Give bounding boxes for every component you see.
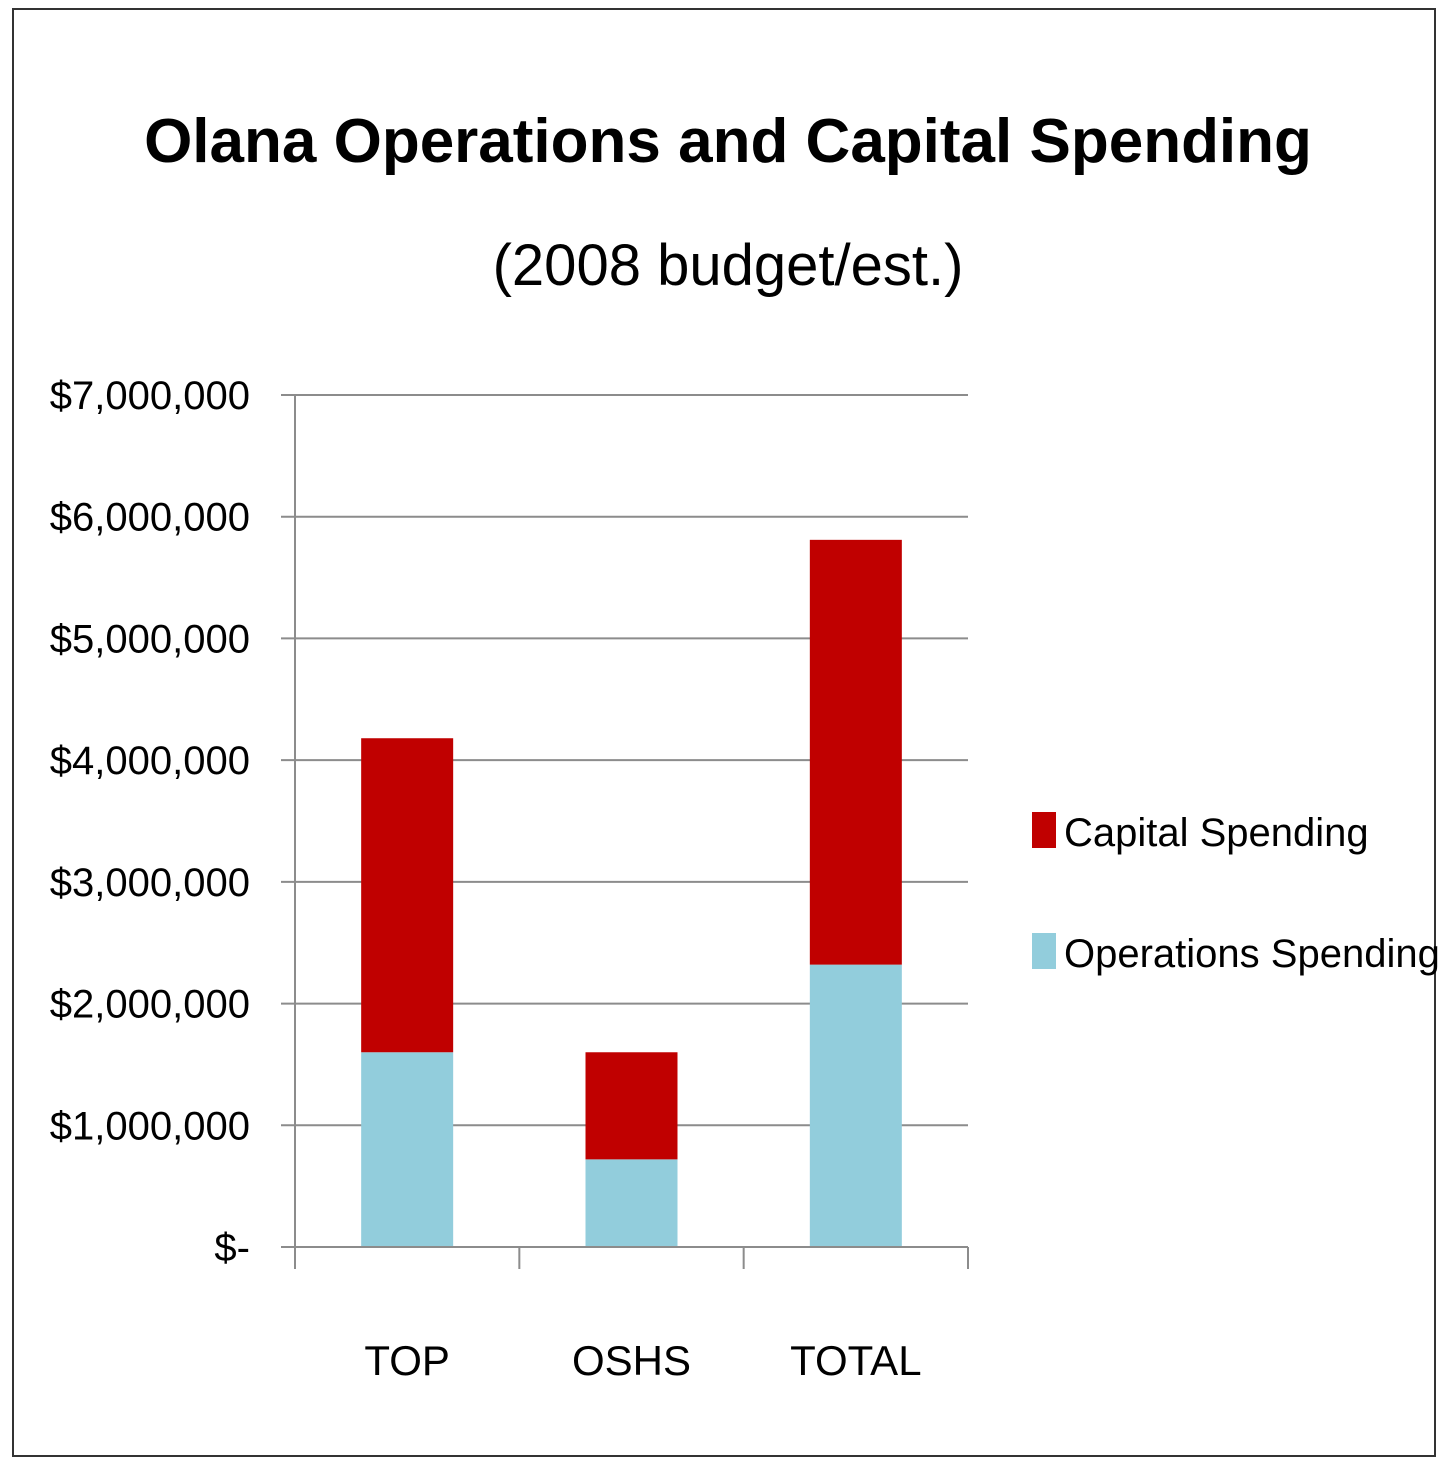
bar-oshs-operations-spending	[585, 1159, 678, 1247]
chart-title: Olana Operations and Capital Spending	[144, 107, 1312, 176]
bar-oshs-capital-spending	[585, 1052, 678, 1160]
x-category-labels: TOP OSHS TOTAL	[364, 1337, 921, 1384]
chart-subtitle: (2008 budget/est.)	[493, 233, 964, 298]
chart-frame	[12, 8, 1436, 1457]
bar-top-operations-spending	[361, 1052, 454, 1247]
legend-swatch-capital-spending	[1032, 812, 1056, 848]
bars	[361, 539, 902, 1247]
y-tick-label: $-	[214, 1226, 250, 1270]
legend: Capital Spending Operations Spending	[1032, 811, 1440, 976]
x-category-label: OSHS	[572, 1337, 691, 1384]
x-category-label: TOP	[364, 1337, 450, 1384]
bar-top-capital-spending	[361, 738, 454, 1053]
y-tick-label: $4,000,000	[50, 739, 250, 783]
y-tick-label: $2,000,000	[50, 983, 250, 1027]
bar-total-operations-spending	[809, 964, 902, 1247]
y-tick-label: $5,000,000	[50, 617, 250, 661]
legend-label: Operations Spending	[1064, 932, 1440, 976]
y-tick-label: $3,000,000	[50, 861, 250, 905]
y-tick-label: $7,000,000	[50, 374, 250, 418]
y-tick-label: $6,000,000	[50, 496, 250, 540]
x-category-label: TOTAL	[790, 1337, 921, 1384]
axes	[294, 395, 969, 1269]
y-tick-label: $1,000,000	[50, 1104, 250, 1148]
bar-total-capital-spending	[809, 539, 902, 965]
y-tick-labels: $- $1,000,000 $2,000,000 $3,000,000 $4,000,0…	[50, 374, 250, 1270]
legend-label: Capital Spending	[1064, 811, 1369, 855]
legend-swatch-operations-spending	[1032, 933, 1056, 969]
